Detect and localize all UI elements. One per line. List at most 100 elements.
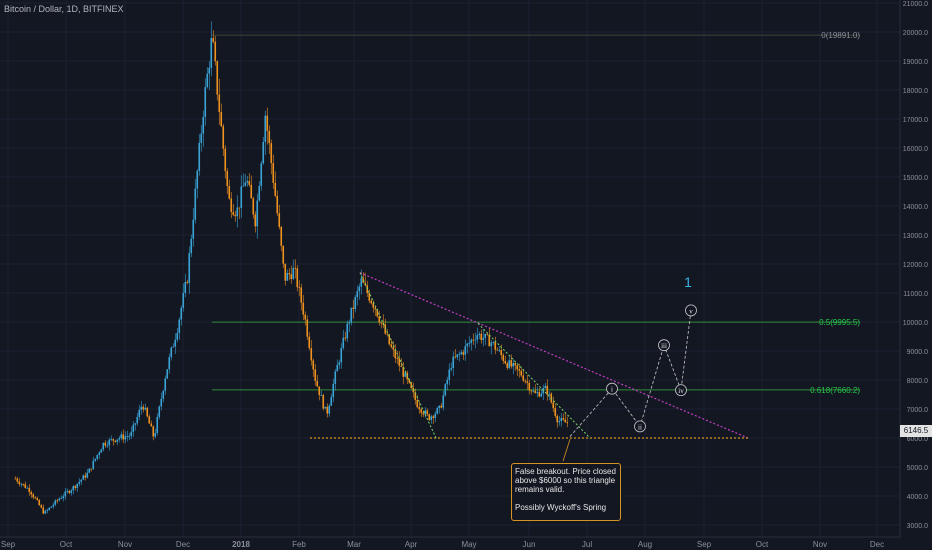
- fib-level-label: 0.618(7660.2): [810, 386, 860, 395]
- price-tick-label: 17000.0: [903, 117, 928, 124]
- candle-body: [158, 406, 161, 417]
- candlestick-series: [14, 21, 569, 515]
- candle-body: [30, 491, 33, 495]
- triangle-edge-second: [477, 323, 591, 439]
- price-tick-label: 3000.0: [907, 523, 929, 530]
- candle-body: [332, 383, 335, 398]
- candle-body: [200, 133, 203, 143]
- candle-body: [90, 468, 93, 470]
- candle-body: [190, 238, 193, 254]
- candle-body: [512, 363, 515, 367]
- candle-body: [422, 412, 425, 415]
- candle-body: [252, 198, 255, 215]
- price-tick-label: 10000.0: [903, 320, 928, 327]
- candle-body: [504, 360, 507, 364]
- candle-body: [454, 356, 457, 358]
- candle-body: [348, 322, 351, 324]
- candle-body: [528, 382, 531, 391]
- candle-body: [566, 422, 569, 424]
- candle-body: [384, 324, 387, 334]
- candle-body: [282, 245, 285, 264]
- candle-body: [304, 314, 307, 320]
- candle-body: [42, 507, 45, 514]
- candle-body: [102, 442, 105, 450]
- candle-body: [244, 182, 247, 186]
- candle-body: [26, 487, 29, 489]
- time-tick-label: Apr: [405, 540, 418, 549]
- candle-body: [154, 433, 157, 437]
- candle-body: [160, 398, 163, 407]
- candle-body: [442, 395, 445, 408]
- candle-body: [94, 458, 97, 461]
- candle-body: [350, 307, 353, 323]
- candle-body: [354, 297, 357, 309]
- candle-body: [398, 358, 401, 366]
- candle-body: [222, 126, 225, 149]
- price-tick-label: 4000.0: [907, 494, 929, 501]
- candle-body: [96, 454, 99, 459]
- time-tick-label: Oct: [756, 540, 769, 549]
- candle-body: [484, 333, 487, 338]
- candle-body: [136, 416, 139, 424]
- candle-body: [500, 350, 503, 356]
- candle-body: [360, 278, 363, 287]
- candle-body: [480, 333, 483, 340]
- symbol-title: Bitcoin / Dollar, 1D, BITFINEX: [4, 4, 124, 14]
- time-axis[interactable]: Sep Oct Nov Dec 2018 Feb Mar Apr May Jun Jul Aug Sep…: [0, 536, 900, 549]
- price-tick-label: 16000.0: [903, 146, 928, 153]
- time-tick-label: Sep: [1, 540, 16, 549]
- candle-body: [104, 442, 107, 446]
- candle-body: [192, 219, 195, 239]
- candle-body: [240, 186, 243, 208]
- candle-body: [432, 416, 435, 418]
- candle-body: [490, 342, 493, 347]
- candle-body: [388, 334, 391, 345]
- candle-body: [330, 397, 333, 406]
- candle-body: [140, 406, 143, 410]
- wave-label: ii: [638, 423, 642, 431]
- candle-body: [62, 496, 65, 499]
- candle-body: [250, 184, 253, 199]
- candle-body: [290, 274, 293, 279]
- candle-body: [312, 360, 315, 370]
- candle-body: [374, 307, 377, 310]
- candle-body: [292, 267, 295, 279]
- candle-body: [194, 188, 197, 220]
- price-tick-label: 12000.0: [903, 262, 928, 269]
- candle-body: [526, 381, 529, 383]
- candle-body: [258, 185, 261, 201]
- candle-body: [28, 487, 31, 492]
- candle-body: [162, 390, 165, 399]
- candle-body: [548, 393, 551, 395]
- wave-label-circle: [675, 384, 687, 397]
- candle-body: [74, 486, 77, 488]
- candle-body: [196, 170, 199, 189]
- candle-body: [266, 115, 269, 131]
- candle-body: [294, 267, 297, 269]
- candle-body: [66, 490, 69, 492]
- candle-body: [82, 475, 85, 480]
- candle-body: [144, 407, 147, 410]
- candle-body: [216, 61, 219, 95]
- candle-body: [36, 498, 39, 501]
- candle-body: [100, 449, 103, 453]
- wave-label-circle: [634, 420, 646, 433]
- candle-body: [146, 407, 149, 417]
- candle-body: [488, 334, 491, 347]
- candle-body: [342, 337, 345, 348]
- candle-body: [318, 386, 321, 396]
- candle-body: [546, 385, 549, 395]
- candle-body: [468, 343, 471, 344]
- candle-body: [534, 390, 537, 394]
- candle-body: [308, 336, 311, 349]
- candle-body: [328, 405, 331, 414]
- price-axis[interactable]: 3000.0 4000.0 5000.0 6000.0 7000.0 8000.0 9000…: [899, 0, 929, 537]
- candle-body: [166, 369, 169, 379]
- candle-body: [288, 273, 291, 275]
- candle-body: [306, 319, 309, 337]
- price-tick-label: 8000.0: [907, 378, 929, 385]
- candle-body: [286, 273, 289, 281]
- candle-body: [34, 497, 37, 499]
